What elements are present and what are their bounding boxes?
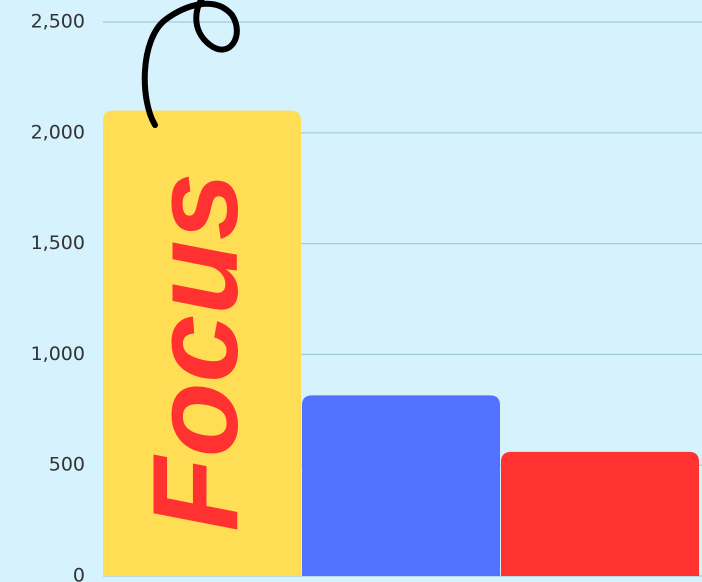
- y-tick-label: 500: [49, 454, 85, 476]
- bar: [302, 395, 500, 576]
- page: {"chart_data": {"type": "bar", "categori…: [0, 0, 702, 582]
- y-tick-label: 1,500: [31, 232, 85, 254]
- bar: [501, 452, 699, 576]
- decoration: [145, 0, 237, 125]
- y-tick-label: 2,000: [31, 121, 85, 143]
- y-tick-label: 0: [73, 565, 85, 582]
- annotation: Focus: [127, 172, 263, 531]
- chart: Focus 0 500 1,000 1,500 2,000 2,500: [0, 0, 702, 582]
- y-tick-label: 1,000: [31, 343, 85, 365]
- y-tick-label: 2,500: [31, 11, 85, 33]
